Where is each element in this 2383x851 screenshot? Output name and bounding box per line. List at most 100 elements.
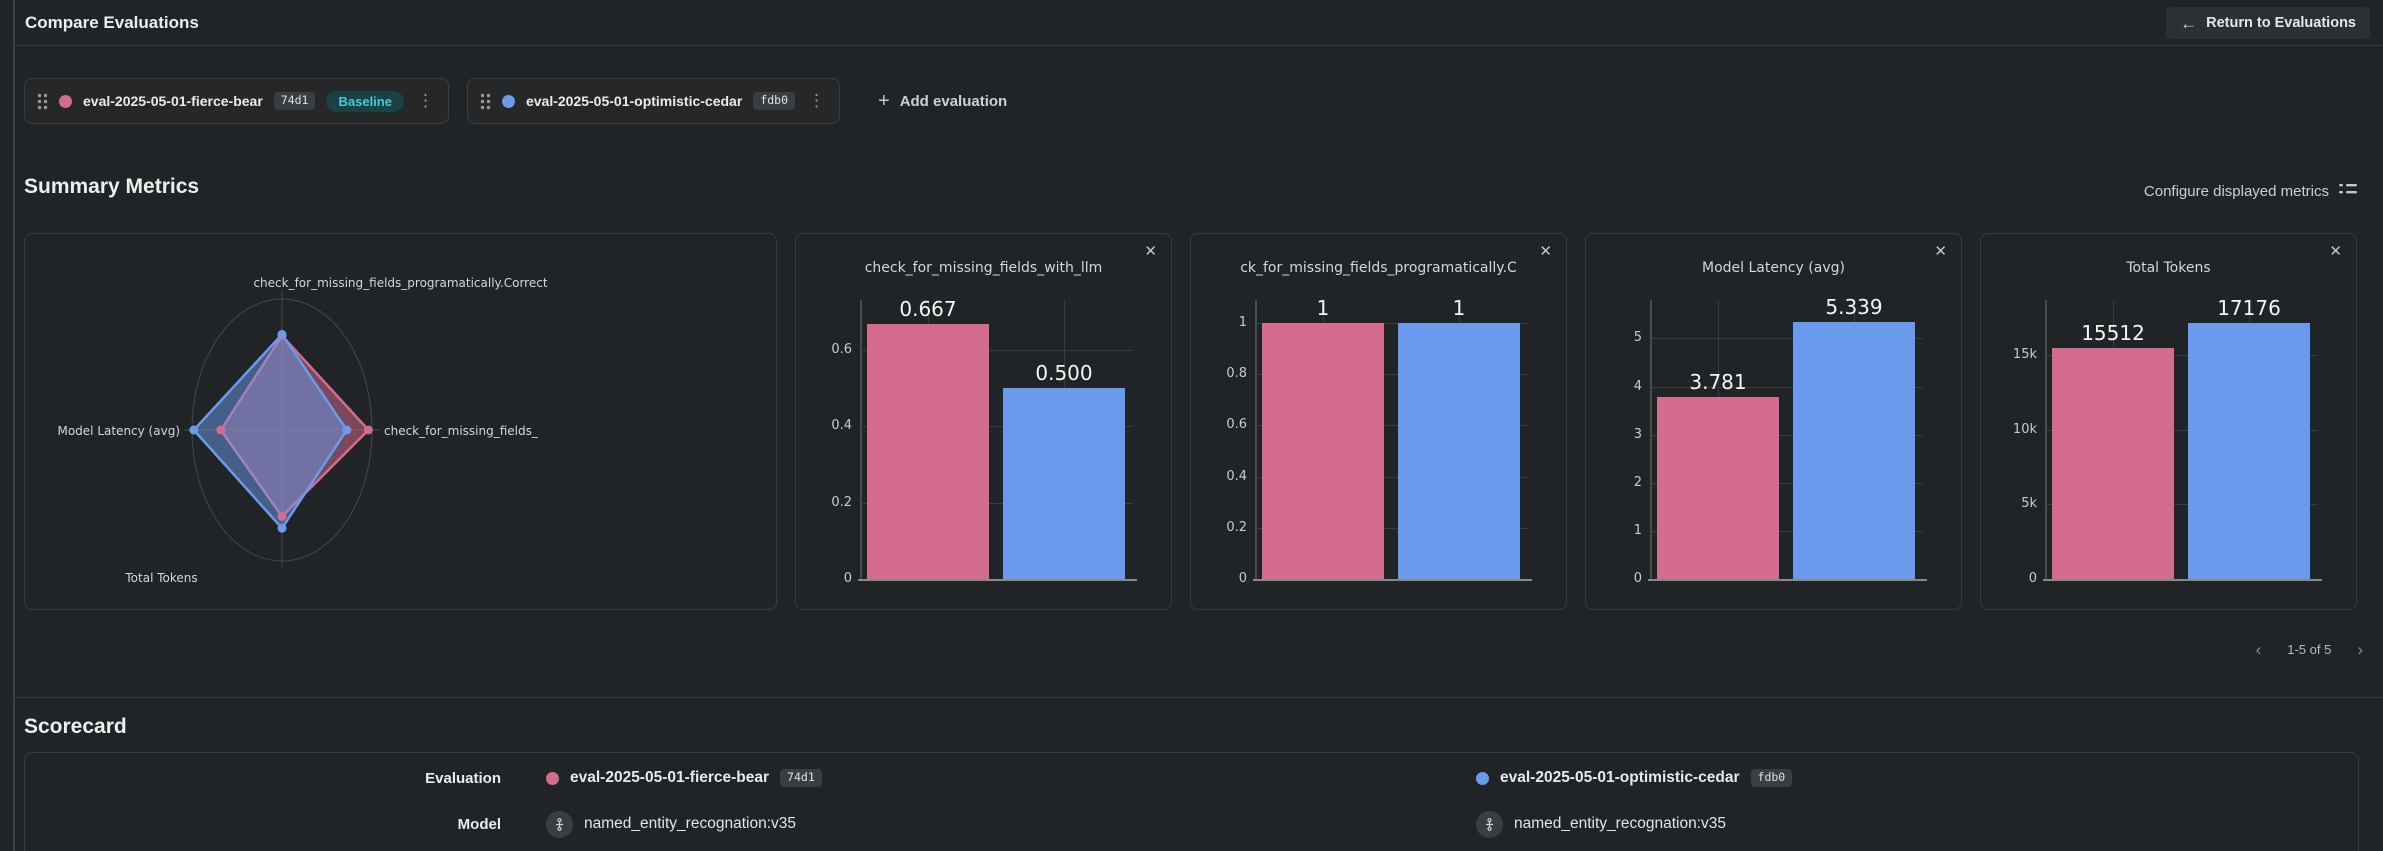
model-name-link[interactable]: named_entity_recognation:v35 bbox=[584, 815, 796, 832]
drag-handle-icon[interactable] bbox=[480, 93, 491, 110]
evaluation-selector-bar: eval-2025-05-01-fierce-bear 74d1 Baselin… bbox=[24, 78, 1013, 124]
scorecard-heading: Scorecard bbox=[24, 715, 127, 738]
return-to-evaluations-button[interactable]: ← Return to Evaluations bbox=[2166, 7, 2370, 39]
radar-vertex-dot bbox=[277, 329, 287, 339]
scorecard-cell-model-candidate: named_entity_recognation:v35 bbox=[1431, 810, 2358, 838]
evaluation-hash-badge: fdb0 bbox=[753, 92, 795, 110]
h-gridline bbox=[860, 349, 1133, 351]
evaluation-pill-candidate[interactable]: eval-2025-05-01-optimistic-cedar fdb0 ⋮ bbox=[466, 78, 840, 124]
model-icon bbox=[1476, 810, 1503, 838]
h-gridline bbox=[1650, 338, 1923, 340]
radar-vertex-dot bbox=[189, 425, 199, 435]
scorecard-table: Evaluation eval-2025-05-01-fierce-bear 7… bbox=[24, 752, 2359, 851]
bar-chart-card: ✕ Total Tokens 0 5k 10k 15k 15512 17176 bbox=[1980, 233, 2357, 610]
bar bbox=[1262, 323, 1384, 579]
y-tick-label: 0 bbox=[1238, 571, 1247, 586]
bar-value-label: 17176 bbox=[2217, 295, 2281, 320]
h-gridline bbox=[1650, 386, 1923, 388]
bar-value-label: 15512 bbox=[2081, 320, 2145, 345]
x-axis bbox=[2043, 579, 2322, 581]
y-tick-label: 5 bbox=[1633, 330, 1642, 346]
y-tick-label: 0.6 bbox=[831, 341, 852, 357]
bar bbox=[1398, 323, 1520, 579]
y-tick-label: 0.4 bbox=[831, 418, 852, 434]
drag-handle-icon[interactable] bbox=[37, 93, 48, 110]
y-tick-label: 2 bbox=[1633, 474, 1642, 490]
chart-title: Model Latency (avg) bbox=[1702, 260, 1845, 276]
y-axis bbox=[1255, 300, 1257, 579]
close-icon[interactable]: ✕ bbox=[2329, 243, 2342, 260]
h-gridline bbox=[1255, 476, 1528, 478]
y-axis bbox=[1650, 300, 1652, 579]
chevron-left-icon[interactable]: ‹ bbox=[2252, 641, 2266, 658]
chart-title: ck_for_missing_fields_programatically.C bbox=[1240, 260, 1517, 276]
evaluation-color-dot bbox=[59, 94, 72, 108]
close-icon[interactable]: ✕ bbox=[1934, 243, 1947, 260]
scorecard-cell-model-baseline: named_entity_recognation:v35 bbox=[501, 810, 1431, 838]
y-tick-label: 10k bbox=[2012, 421, 2037, 437]
configure-label: Configure displayed metrics bbox=[2143, 182, 2329, 200]
add-evaluation-button[interactable]: + Add evaluation bbox=[872, 89, 1013, 114]
radar-vertex-dot bbox=[363, 425, 373, 435]
h-gridline bbox=[2045, 504, 2318, 506]
return-button-label: Return to Evaluations bbox=[2206, 15, 2356, 31]
kebab-menu-icon[interactable]: ⋮ bbox=[416, 91, 434, 110]
y-tick-label: 0.6 bbox=[1226, 417, 1247, 433]
evaluation-color-dot bbox=[1476, 771, 1489, 785]
radar-vertex-dot bbox=[216, 425, 226, 435]
h-gridline bbox=[2045, 429, 2318, 431]
scorecard-cell-evaluation-candidate: eval-2025-05-01-optimistic-cedar fdb0 bbox=[1431, 769, 2358, 787]
add-evaluation-label: Add evaluation bbox=[899, 92, 1008, 110]
evaluation-hash-badge: fdb0 bbox=[1750, 769, 1793, 787]
bar-value-label: 0.667 bbox=[899, 297, 957, 322]
radar-vertex-dot bbox=[277, 511, 287, 521]
h-gridline bbox=[1650, 482, 1923, 484]
h-gridline bbox=[2045, 355, 2318, 357]
radar-axis-label-left: Model Latency (avg) bbox=[57, 424, 180, 438]
bar bbox=[1003, 387, 1125, 579]
y-tick-label: 1 bbox=[1238, 315, 1247, 331]
y-tick-label: 0.2 bbox=[1226, 519, 1247, 535]
bar bbox=[2052, 347, 2174, 579]
evaluation-pill-baseline[interactable]: eval-2025-05-01-fierce-bear 74d1 Baselin… bbox=[24, 78, 449, 124]
summary-metrics-pagination: ‹ 1-5 of 5 › bbox=[2252, 636, 2367, 662]
evaluation-color-dot bbox=[501, 94, 515, 108]
chart-title: Total Tokens bbox=[2126, 260, 2211, 276]
kebab-menu-icon[interactable]: ⋮ bbox=[808, 91, 825, 110]
bar bbox=[1657, 397, 1779, 579]
radar-chart-card: check_for_missing_fields_programatically… bbox=[24, 233, 777, 610]
y-tick-label: 3 bbox=[1633, 426, 1642, 442]
evaluation-hash-badge: 74d1 bbox=[273, 92, 316, 110]
h-gridline bbox=[860, 502, 1133, 504]
close-icon[interactable]: ✕ bbox=[1144, 243, 1157, 260]
radar-chart bbox=[25, 234, 776, 609]
model-name-link[interactable]: named_entity_recognation:v35 bbox=[1514, 815, 1726, 832]
h-gridline bbox=[1650, 530, 1923, 532]
evaluation-hash-badge: 74d1 bbox=[780, 769, 822, 787]
bar-value-label: 5.339 bbox=[1825, 295, 1883, 320]
y-axis bbox=[2045, 300, 2047, 579]
scorecard-row-evaluation: Evaluation eval-2025-05-01-fierce-bear 7… bbox=[25, 755, 2358, 801]
y-tick-label: 1 bbox=[1633, 522, 1642, 538]
y-tick-label: 5k bbox=[2021, 496, 2037, 512]
evaluation-color-dot bbox=[546, 771, 559, 785]
bar-chart-card: ✕ ck_for_missing_fields_programatically.… bbox=[1190, 233, 1567, 610]
y-tick-label: 0 bbox=[1633, 571, 1642, 586]
bar bbox=[867, 324, 989, 579]
h-gridline bbox=[1650, 434, 1923, 436]
evaluation-name: eval-2025-05-01-optimistic-cedar bbox=[525, 93, 743, 109]
close-icon[interactable]: ✕ bbox=[1539, 243, 1552, 260]
radar-vertex-dot bbox=[342, 425, 352, 435]
y-tick-label: 0.4 bbox=[1226, 468, 1247, 484]
radar-chart-svg bbox=[184, 291, 380, 569]
chevron-right-icon[interactable]: › bbox=[2353, 641, 2367, 658]
bar bbox=[1793, 322, 1915, 579]
configure-displayed-metrics-button[interactable]: Configure displayed metrics bbox=[2138, 176, 2363, 206]
evaluation-name: eval-2025-05-01-fierce-bear bbox=[83, 93, 263, 109]
page-header: Compare Evaluations bbox=[14, 0, 2383, 46]
radar-axis-label-bottom: Total Tokens bbox=[125, 571, 198, 585]
y-tick-label: 0.8 bbox=[1226, 366, 1247, 382]
bar-value-label: 3.781 bbox=[1689, 370, 1747, 395]
y-tick-label: 4 bbox=[1633, 378, 1642, 394]
